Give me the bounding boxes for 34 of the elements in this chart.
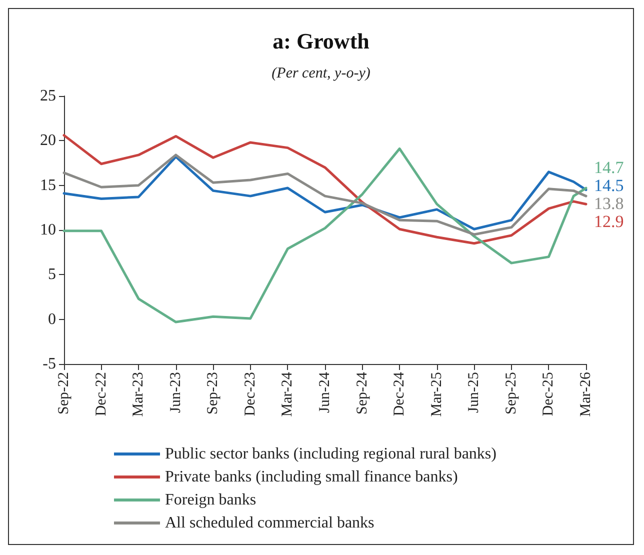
- data-label: 13.8: [594, 194, 624, 213]
- x-tick-label: Mar-23: [130, 372, 147, 417]
- x-tick-label: Mar-25: [428, 372, 445, 417]
- y-tick-label: 5: [48, 266, 56, 284]
- x-tick-label: Jun-23: [168, 372, 184, 413]
- x-tick-label: Sep-25: [503, 372, 520, 414]
- y-tick-label: 15: [40, 176, 56, 194]
- x-tick-label: Dec-23: [242, 372, 258, 416]
- y-tick-label: -5: [42, 356, 56, 372]
- x-tick-label: Dec-24: [392, 372, 408, 416]
- legend-label: Public sector banks (including regional rural banks): [165, 446, 496, 462]
- data-label: 12.9: [594, 212, 624, 231]
- x-tick-label: Sep-22: [56, 372, 72, 414]
- chart-title: a: Growth: [272, 28, 370, 54]
- x-tick-label: Jun-24: [317, 372, 333, 413]
- y-tick-label: 0: [48, 310, 56, 328]
- legend-label: Private banks (including small finance banks): [165, 468, 458, 486]
- x-tick-label: Sep-24: [354, 372, 370, 414]
- data-label: 14.7: [594, 158, 624, 177]
- y-tick-label: 20: [40, 132, 56, 150]
- x-tick-label: Jun-25: [466, 372, 482, 413]
- chart-subtitle: (Per cent, y-o-y): [272, 66, 370, 82]
- x-tick-label: Sep-23: [205, 372, 222, 414]
- legend-label: All scheduled commercial banks: [165, 514, 374, 532]
- y-tick-label: 25: [40, 88, 56, 104]
- x-tick-label: Mar-24: [280, 372, 296, 417]
- x-tick-label: Mar-26: [578, 372, 594, 417]
- line-series: [62, 147, 588, 324]
- legend-label: Foreign banks: [165, 492, 256, 508]
- y-tick-label: 10: [40, 222, 56, 238]
- data-label: 14.5: [594, 176, 624, 195]
- x-tick-label: Dec-22: [93, 372, 110, 416]
- line-series: [62, 134, 588, 245]
- x-tick-label: Dec-25: [540, 372, 557, 416]
